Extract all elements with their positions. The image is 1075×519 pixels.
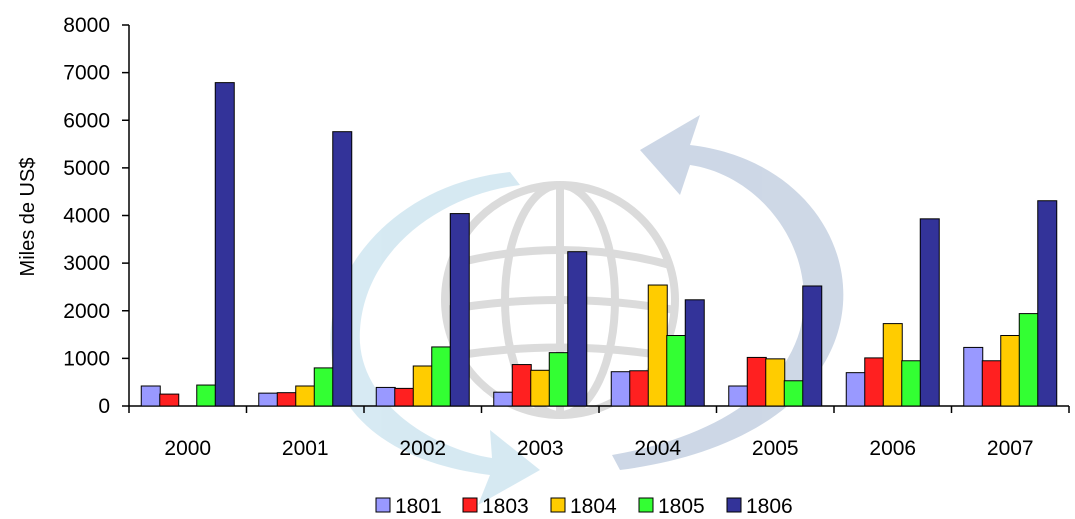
bar [647, 284, 668, 407]
bar [313, 367, 334, 407]
y-tick-label: 4000 [63, 205, 110, 228]
legend-swatch [462, 497, 478, 513]
y-tick-label: 7000 [63, 62, 110, 85]
y-tick-label: 1000 [63, 347, 110, 370]
bar [765, 358, 786, 407]
bar [214, 82, 235, 407]
legend-swatch [638, 497, 654, 513]
bar [1000, 335, 1021, 407]
x-tick-label: 2003 [517, 437, 564, 460]
bar [901, 360, 922, 407]
bar [802, 285, 823, 407]
y-tick-label: 6000 [63, 109, 110, 132]
y-tick-label: 8000 [63, 14, 110, 37]
bar [610, 371, 631, 407]
bar [981, 360, 1002, 407]
x-tick-label: 2004 [634, 437, 681, 460]
legend-swatch [550, 497, 566, 513]
legend-swatch [726, 497, 742, 513]
bar [548, 352, 569, 407]
x-tick-label: 2002 [399, 437, 446, 460]
bar [919, 218, 940, 407]
bar [1018, 313, 1039, 407]
bar [845, 372, 866, 407]
bar [276, 392, 297, 407]
bar [159, 393, 180, 407]
y-tick-label: 5000 [63, 157, 110, 180]
bar [332, 131, 353, 407]
x-tick-label: 2005 [752, 437, 799, 460]
bar [666, 335, 687, 407]
legend-label: 1805 [658, 495, 705, 518]
y-tick-label: 3000 [63, 252, 110, 275]
bar [412, 365, 433, 407]
legend-label: 1806 [746, 495, 793, 518]
watermark-globe [441, 181, 679, 419]
bar [493, 391, 514, 407]
bar [746, 356, 767, 407]
bar [1037, 200, 1058, 407]
bar [449, 213, 470, 407]
bars [140, 82, 1058, 407]
watermark-arrow-left [330, 172, 540, 505]
bar [295, 385, 316, 407]
bar [196, 384, 217, 407]
bar [783, 380, 804, 407]
bar [684, 299, 705, 407]
bar [882, 323, 903, 407]
bar [864, 357, 885, 407]
bar [963, 346, 984, 407]
legend-label: 1803 [482, 495, 529, 518]
bar [431, 346, 452, 407]
bar [629, 370, 650, 407]
bar [375, 386, 396, 407]
y-axis-title-group: Miles de US$ [17, 158, 39, 277]
bar [530, 369, 551, 407]
bar [728, 385, 749, 407]
x-tick-label: 2006 [869, 437, 916, 460]
legend-swatch [375, 497, 391, 513]
y-tick-label: 0 [98, 395, 110, 418]
legend-label: 1804 [570, 495, 617, 518]
axes: 0 1000 2000 3000 4000 5000 6000 7000 8000 2000 200… [63, 14, 1070, 460]
bar [511, 364, 532, 407]
bar [567, 251, 588, 407]
legend: 1801 1803 1804 1805 1806 [375, 495, 793, 518]
y-tick-label: 2000 [63, 300, 110, 323]
legend-label: 1801 [395, 495, 442, 518]
x-tick-label: 2007 [987, 437, 1034, 460]
y-axis-title: Miles de US$ [17, 158, 39, 277]
bar [140, 385, 161, 407]
x-tick-label: 2000 [164, 437, 211, 460]
bar [394, 387, 415, 407]
x-tick-label: 2001 [282, 437, 329, 460]
bar [258, 392, 279, 407]
